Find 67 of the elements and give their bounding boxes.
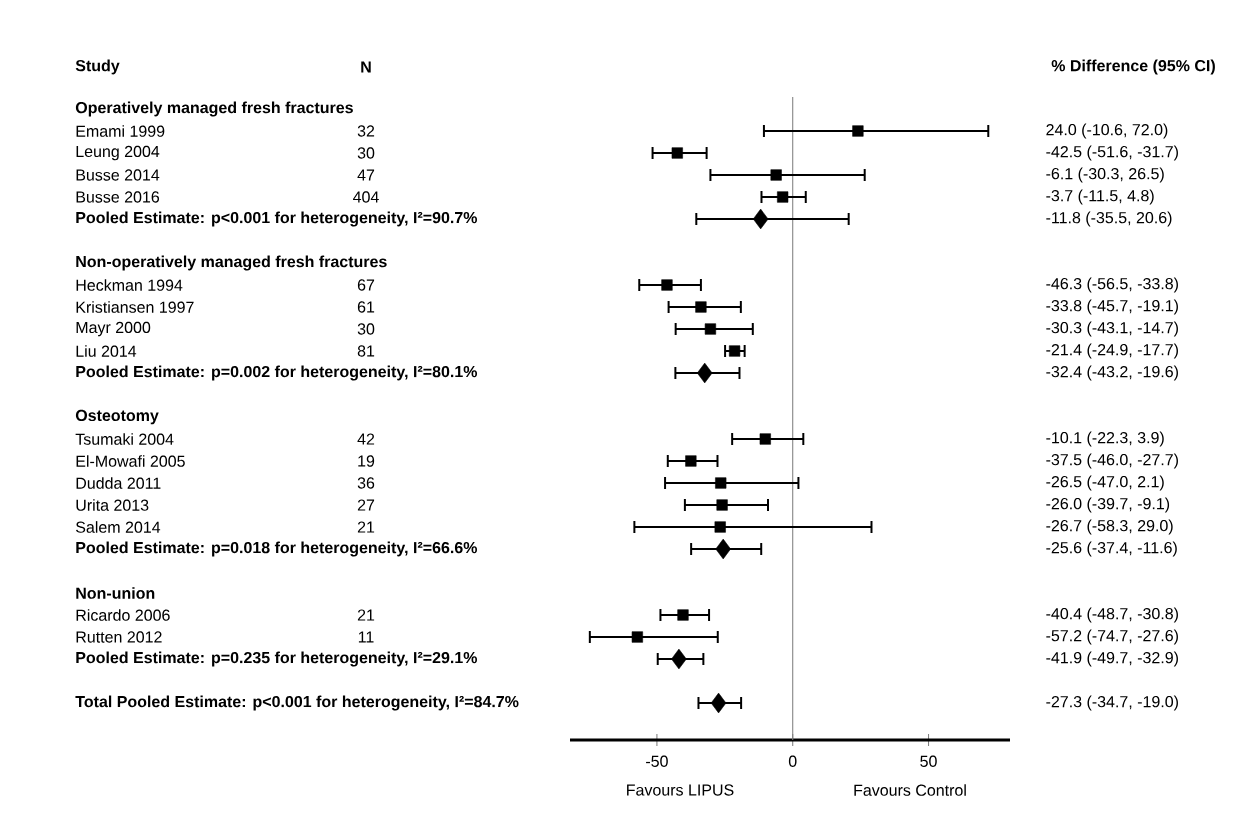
y-tick-label: Dudda 2011 bbox=[76, 477, 161, 489]
text: 36 bbox=[357, 477, 375, 489]
y-tick-label: Pooled Estimate: p=0.018 for heterogeneity, I²=66.6% bbox=[76, 541, 478, 557]
y-tick-label: Ricardo 2006 bbox=[76, 609, 170, 621]
x-tick-label: 50 bbox=[920, 755, 937, 767]
y-tick-label: El-Mowafi 2005 bbox=[76, 455, 185, 467]
y-tick-label: Mayr 2000 bbox=[76, 321, 151, 337]
text: -3.7 (-11.5, 4.8) bbox=[1046, 189, 1154, 205]
text: 19 bbox=[358, 455, 375, 467]
text: 21 bbox=[357, 521, 375, 533]
text: -11.8 (-35.5, 20.6) bbox=[1046, 211, 1172, 227]
y-tick-label: Rutten 2012 bbox=[76, 631, 162, 643]
y-tick-label: Emami 1999 bbox=[76, 125, 165, 137]
y-tick-label: Kristiansen 1997 bbox=[76, 301, 194, 313]
y-tick-label: Total Pooled Estimate: p<0.001 for heterogeneity, I²=84.7% bbox=[75, 695, 519, 711]
text: 24.0 (-10.6, 72.0) bbox=[1046, 123, 1168, 139]
text: N bbox=[361, 61, 371, 73]
y-tick-label: Busse 2014 bbox=[76, 169, 160, 181]
text: Favours LIPUS bbox=[627, 784, 734, 796]
y-tick-label: Busse 2016 bbox=[76, 191, 160, 203]
text: 81 bbox=[357, 345, 375, 357]
y-tick-label: Operatively managed fresh fractures bbox=[75, 101, 353, 117]
text: -41.9 (-49.7, -32.9) bbox=[1046, 651, 1178, 667]
y-tick-label: Salem 2014 bbox=[75, 521, 161, 533]
text: -10.1 (-22.3, 3.9) bbox=[1046, 431, 1164, 447]
text: 32 bbox=[357, 125, 375, 137]
y-tick-label: Pooled Estimate: p=0.002 for heterogeneity, I²=80.1% bbox=[76, 365, 478, 381]
text: 30 bbox=[357, 323, 375, 335]
text: 27 bbox=[357, 499, 375, 511]
text: -25.6 (-37.4, -11.6) bbox=[1046, 541, 1177, 557]
text: -26.5 (-47.0, 2.1) bbox=[1046, 475, 1164, 491]
text: -57.2 (-74.7, -27.6) bbox=[1046, 629, 1178, 645]
y-tick-label: Pooled Estimate: p<0.001 for heterogeneity, I²=90.7% bbox=[76, 211, 478, 227]
text: -26.0 (-39.7, -9.1) bbox=[1046, 497, 1170, 513]
y-tick-label: Heckman 1994 bbox=[76, 279, 183, 291]
text: 404 bbox=[353, 191, 379, 203]
text: -32.4 (-43.2, -19.6) bbox=[1046, 365, 1178, 381]
text: 21 bbox=[357, 609, 375, 621]
text: -42.5 (-51.6, -31.7) bbox=[1046, 145, 1178, 161]
text: -30.3 (-43.1, -14.7) bbox=[1046, 321, 1178, 337]
y-tick-label: Non-operatively managed fresh fractures bbox=[76, 255, 387, 271]
text: 30 bbox=[357, 147, 375, 159]
x-tick-label: -50 bbox=[646, 755, 668, 767]
y-tick-label: Urita 2013 bbox=[76, 499, 149, 511]
text: -6.1 (-30.3, 26.5) bbox=[1046, 167, 1164, 183]
text: % Difference (95% CI) bbox=[1051, 59, 1215, 75]
text: 11 bbox=[358, 631, 374, 643]
text: 47 bbox=[357, 169, 375, 181]
text: -40.4 (-48.7, -30.8) bbox=[1046, 607, 1178, 623]
text: -33.8 (-45.7, -19.1) bbox=[1046, 299, 1178, 315]
text: 67 bbox=[357, 279, 375, 291]
y-tick-label: Liu 2014 bbox=[76, 345, 137, 357]
y-tick-label: Pooled Estimate: p=0.235 for heterogeneity, I²=29.1% bbox=[76, 651, 478, 667]
text: 42 bbox=[357, 433, 375, 445]
text: Study bbox=[75, 59, 120, 75]
text: Favours Control bbox=[854, 784, 966, 796]
y-tick-label: Leung 2004 bbox=[76, 145, 160, 161]
text: -37.5 (-46.0, -27.7) bbox=[1046, 453, 1178, 469]
text: -46.3 (-56.5, -33.8) bbox=[1046, 277, 1178, 293]
y-tick-label: Non-union bbox=[76, 587, 155, 599]
text: -26.7 (-58.3, 29.0) bbox=[1046, 519, 1173, 535]
text: -21.4 (-24.9, -17.7) bbox=[1046, 343, 1178, 359]
text: -27.3 (-34.7, -19.0) bbox=[1046, 695, 1178, 711]
y-tick-label: Tsumaki 2004 bbox=[75, 433, 174, 445]
y-tick-label: Osteotomy bbox=[75, 409, 159, 425]
x-tick-label: 0 bbox=[788, 755, 797, 767]
text: 61 bbox=[357, 301, 375, 313]
